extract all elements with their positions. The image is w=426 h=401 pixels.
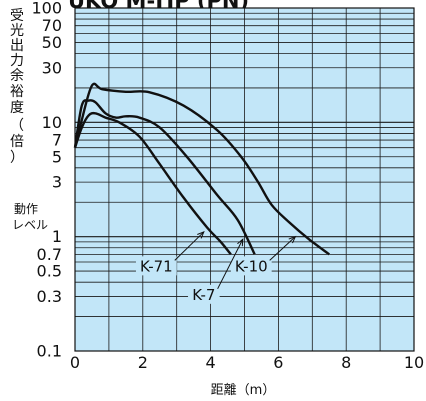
annotation-leader-k-10 <box>269 236 296 261</box>
y-tick-label: 0.5 <box>37 262 62 281</box>
y-tick-label: 50 <box>42 33 62 52</box>
x-tick-label: 8 <box>341 353 351 372</box>
operating-level-label-line1: 動作 <box>14 202 38 216</box>
y-axis-label-char: 光 <box>10 23 24 39</box>
series-line-k-71 <box>73 111 232 256</box>
x-tick-labels: 0 2 4 6 8 10 <box>70 353 424 372</box>
x-axis-label: 距離（m） <box>211 383 276 398</box>
x-tick-label: 4 <box>206 353 216 372</box>
x-tick-label: 2 <box>138 353 148 372</box>
operating-level-label-line2: レベル <box>12 218 48 232</box>
plot-frame <box>74 7 415 352</box>
y-axis-label-char: 受 <box>10 8 24 24</box>
y-axis-label: 受 光 出 力 余 裕 度 （ 倍 ） <box>10 8 24 166</box>
y-axis-label-char: ） <box>10 150 24 166</box>
y-axis-label-char: 力 <box>10 53 24 69</box>
y-tick-label: 3 <box>52 173 62 192</box>
annotation-arrowhead-k-7 <box>237 238 244 247</box>
annotation-label-k-71: K-71 <box>140 257 173 275</box>
series-line-k-7 <box>73 99 256 255</box>
y-tick-label: 1 <box>52 227 62 246</box>
series-line-k-10 <box>73 82 331 256</box>
series-lines <box>73 82 331 256</box>
annotations: K-71 K-10 K-7 <box>135 231 297 304</box>
annotation-arrowhead-k-10 <box>288 235 297 244</box>
y-tick-label: 10 <box>42 113 62 132</box>
y-axis-label-char: （ <box>10 118 24 134</box>
y-axis-label-char: 度 <box>10 100 24 116</box>
annotation-bg-k-71 <box>135 256 177 276</box>
x-tick-label: 0 <box>70 353 80 372</box>
y-axis-label-char: 倍 <box>10 134 24 150</box>
annotation-bg-k-10 <box>230 256 272 276</box>
y-tick-label: 0.1 <box>37 342 62 361</box>
annotation-bg-k-7 <box>188 284 220 304</box>
y-tick-label: 5 <box>52 147 62 166</box>
y-tick-label: 0.7 <box>37 245 62 264</box>
y-tick-label: 100 <box>31 0 62 18</box>
y-tick-label: 30 <box>42 58 62 77</box>
annotation-leader-k-71 <box>174 231 205 261</box>
annotation-label-k-7: K-7 <box>192 286 215 304</box>
x-tick-label: 6 <box>273 353 283 372</box>
annotation-label-k-10: K-10 <box>235 257 268 275</box>
y-tick-label: 7 <box>52 131 62 150</box>
y-tick-label: 70 <box>42 16 62 35</box>
annotation-leader-k-7 <box>217 238 244 290</box>
x-tick-label: 10 <box>404 353 424 372</box>
y-axis-label-char: 裕 <box>10 84 24 100</box>
annotation-arrowhead-k-71 <box>197 231 205 239</box>
y-tick-label: 0.3 <box>37 287 62 306</box>
y-axis-label-char: 余 <box>10 67 24 84</box>
y-axis-label-char: 出 <box>10 38 24 54</box>
